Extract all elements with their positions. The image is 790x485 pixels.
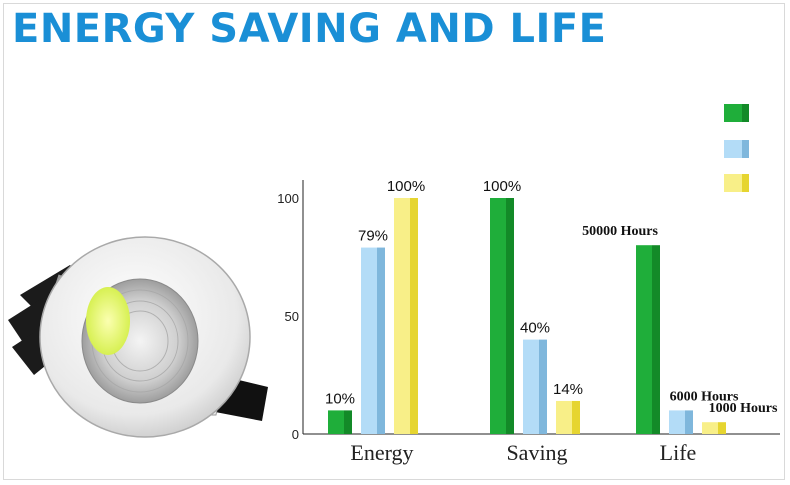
bar-shade — [344, 410, 352, 434]
y-tick-label: 0 — [292, 427, 299, 442]
bar-fill — [394, 198, 410, 434]
bar — [361, 247, 385, 434]
x-category-label: Life — [660, 440, 697, 465]
legend-swatch-blue-shade — [742, 140, 749, 158]
bar — [636, 245, 660, 434]
bar-shade — [539, 339, 547, 434]
bar-fill — [490, 198, 506, 434]
bar-data-label: 14% — [553, 381, 583, 398]
legend-swatch-blue — [724, 140, 750, 158]
bar-fill — [523, 339, 539, 434]
bar-data-label: 100% — [483, 178, 521, 195]
x-category-label: Saving — [506, 440, 567, 465]
bar-shade — [506, 198, 514, 434]
legend-swatch-green-shade — [742, 104, 749, 122]
bar-data-label: 100% — [387, 178, 425, 195]
bar — [669, 410, 693, 434]
bar-shade — [718, 422, 726, 434]
bar-data-label: 40% — [520, 320, 550, 337]
legend-swatch-blue-fill — [724, 140, 742, 158]
bar — [490, 198, 514, 434]
bar-fill — [669, 410, 685, 434]
bar — [394, 198, 418, 434]
bar-shade — [410, 198, 418, 434]
legend-swatch-yellow — [724, 174, 750, 192]
page-title: ENERGY SAVING AND LIFE — [12, 6, 607, 52]
legend-swatch-green-fill — [724, 104, 742, 122]
bar-shade — [685, 410, 693, 434]
bar-data-label: 10% — [325, 390, 355, 407]
bar-fill — [636, 245, 652, 434]
bar-data-label: 50000 Hours — [582, 224, 658, 239]
bar-shade — [652, 245, 660, 434]
bar-data-label: 1000 Hours — [709, 401, 778, 416]
bar-fill — [361, 247, 377, 434]
legend-swatch-yellow-fill — [724, 174, 742, 192]
bar-data-label: 6000 Hours — [670, 389, 739, 404]
chart-legend — [724, 104, 754, 194]
cob-downlight-image — [8, 236, 268, 438]
legend-swatch-yellow-shade — [742, 174, 749, 192]
bar-fill — [328, 410, 344, 434]
bar — [328, 410, 352, 434]
bar-fill — [556, 400, 572, 434]
bar-data-label: 79% — [358, 228, 388, 245]
legend-swatch-green — [724, 104, 750, 122]
y-tick-label: 50 — [285, 309, 299, 324]
bar — [556, 400, 580, 434]
frame-border — [3, 3, 785, 480]
bar-shade — [377, 247, 385, 434]
bar-fill — [702, 422, 718, 434]
x-category-label: Energy — [350, 440, 413, 465]
y-tick-label: 100 — [277, 191, 299, 206]
bar — [702, 422, 726, 434]
bar-shade — [572, 400, 580, 434]
bar — [523, 339, 547, 434]
